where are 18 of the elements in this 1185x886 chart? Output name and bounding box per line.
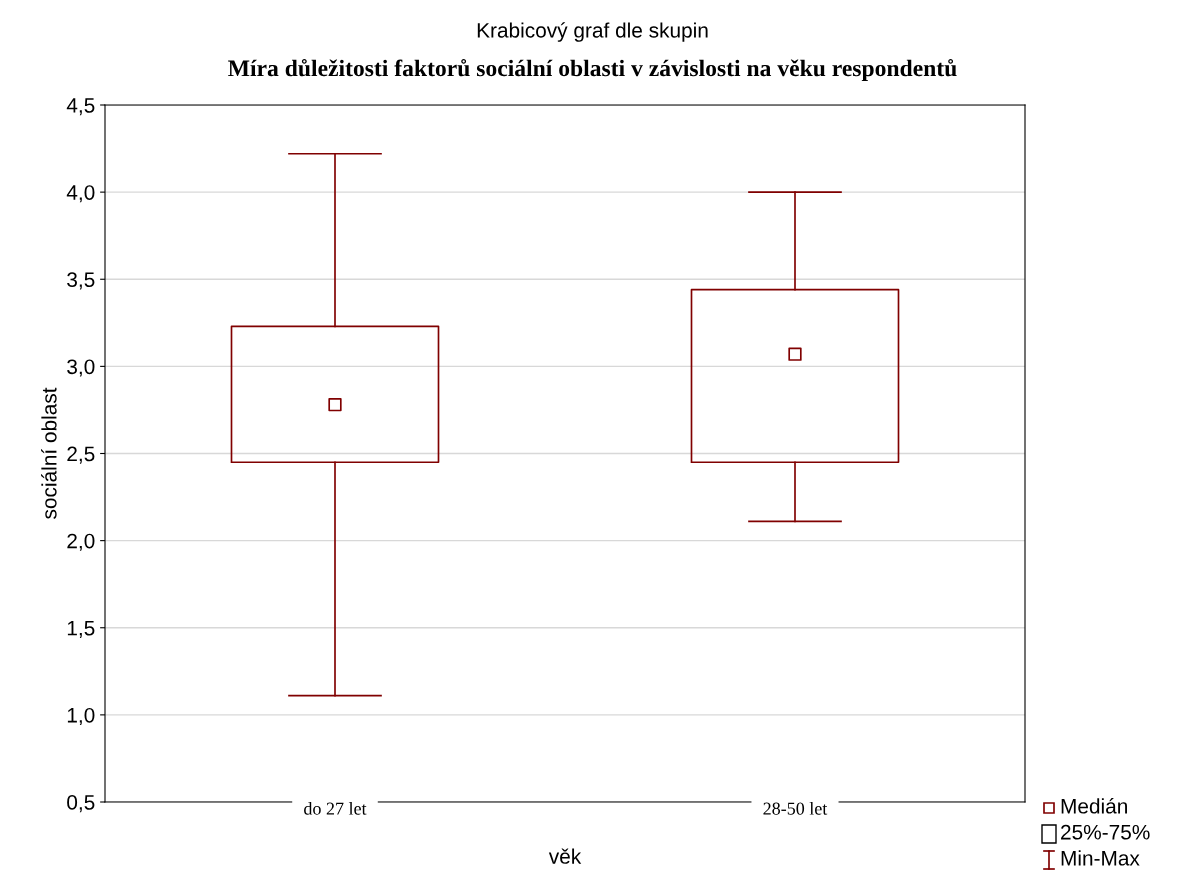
x-axis-title: věk — [548, 848, 582, 864]
y-tick-label: 4,0 — [66, 185, 95, 203]
text: 25%-75% — [1061, 824, 1150, 840]
y-tick-label: 3,0 — [67, 359, 95, 377]
chart-subtitle: Krabicový graf dle skupin — [477, 22, 708, 42]
text: Medián — [1061, 798, 1127, 814]
y-tick-label: 0,5 — [67, 795, 95, 813]
y-tick-label: 2,5 — [67, 446, 95, 464]
text: Min-Max — [1061, 850, 1140, 866]
x-tick-label: 28-50 let — [763, 802, 828, 815]
y-axis-title: sociální oblast — [41, 387, 57, 519]
y-tick-label: 4,5 — [66, 98, 95, 116]
y-tick-label: 2,0 — [67, 533, 95, 551]
y-tick-label: 3,5 — [67, 272, 95, 290]
x-tick-label: do 27 let — [304, 802, 367, 815]
chart-title: Míra důležitosti faktorů sociální oblasti v závislosti na věku respondentů — [228, 58, 957, 82]
y-tick-label: 1,5 — [67, 620, 95, 638]
y-tick-label: 1,0 — [67, 707, 95, 726]
